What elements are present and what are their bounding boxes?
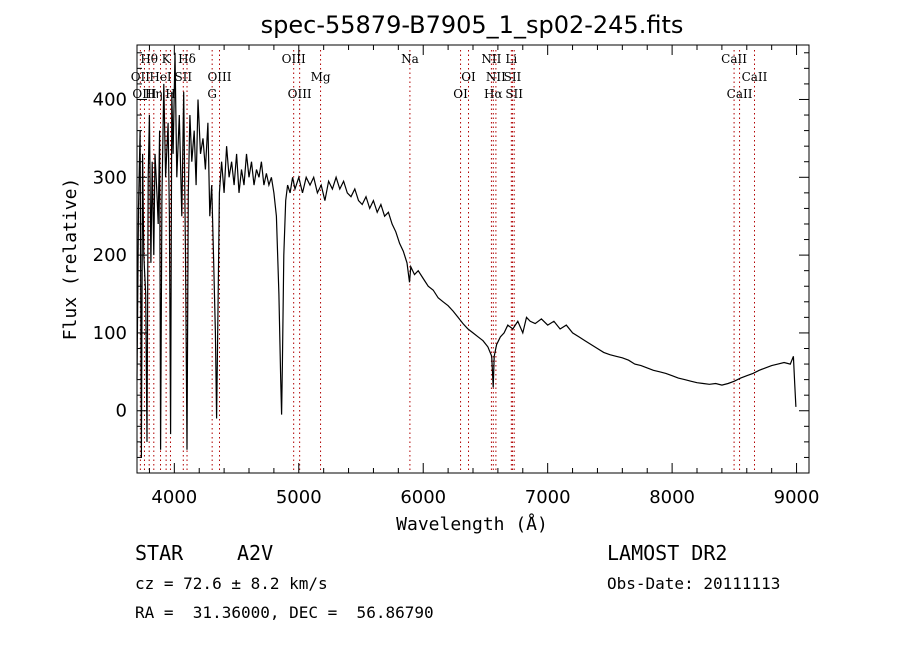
x-tick-label: 6000 — [400, 487, 446, 508]
line-label: Na — [401, 52, 419, 66]
x-axis: 4000 5000 6000 7000 8000 9000 — [148, 45, 820, 508]
x-tick-label: 8000 — [649, 487, 695, 508]
line-label: SII — [504, 70, 522, 84]
coordinates: RA = 31.36000, DEC = 56.86790 — [135, 603, 434, 622]
line-label: H — [165, 87, 175, 101]
line-label: HeI — [149, 70, 172, 84]
line-label: Hα — [484, 87, 503, 101]
line-label: SII — [505, 87, 523, 101]
line-label: CaII — [742, 70, 768, 84]
redshift-velocity: cz = 72.6 ± 8.2 km/s — [135, 574, 328, 593]
line-label: OII — [131, 70, 151, 84]
y-axis-label: Flux (relative) — [60, 178, 81, 341]
line-label: NII — [486, 70, 506, 84]
obs-date: Obs-Date: 20111113 — [607, 574, 781, 593]
line-label: OIII — [282, 52, 306, 66]
line-label: CaII — [727, 87, 753, 101]
line-label: Hη — [145, 87, 163, 101]
x-tick-label: 4000 — [151, 487, 197, 508]
line-label: SII — [174, 70, 192, 84]
x-axis-label: Wavelength (Å) — [396, 513, 548, 535]
chart-title: spec-55879-B7905_1_sp02-245.fits — [261, 11, 684, 39]
y-tick-label: 400 — [93, 89, 127, 110]
line-label: OIII — [207, 70, 231, 84]
y-tick-label: 300 — [93, 167, 127, 188]
y-axis: 0 100 200 300 400 — [93, 52, 809, 458]
line-label: OIII — [132, 87, 156, 101]
line-label: OIII — [288, 87, 312, 101]
line-label: NII — [481, 52, 501, 66]
line-label: Mg — [311, 70, 331, 84]
survey-name: LAMOST DR2 — [607, 541, 728, 565]
line-markers — [139, 50, 755, 471]
line-label: G — [207, 87, 217, 101]
line-label: OI — [461, 70, 476, 84]
line-label: CaII — [721, 52, 747, 66]
line-label: Li — [505, 52, 517, 66]
spectrum-line — [136, 52, 797, 458]
object-class: STAR — [135, 541, 184, 565]
line-label: K — [162, 52, 172, 66]
line-label: Hθ — [140, 52, 158, 66]
y-tick-label: 200 — [93, 245, 127, 266]
line-label: Hδ — [178, 52, 196, 66]
y-tick-label: 0 — [116, 401, 127, 422]
y-tick-label: 100 — [93, 323, 127, 344]
plot-frame — [136, 44, 810, 474]
x-tick-label: 7000 — [525, 487, 571, 508]
line-label: OI — [453, 87, 468, 101]
x-tick-label: 9000 — [774, 487, 820, 508]
object-subclass: A2V — [237, 541, 274, 565]
x-tick-label: 5000 — [276, 487, 322, 508]
